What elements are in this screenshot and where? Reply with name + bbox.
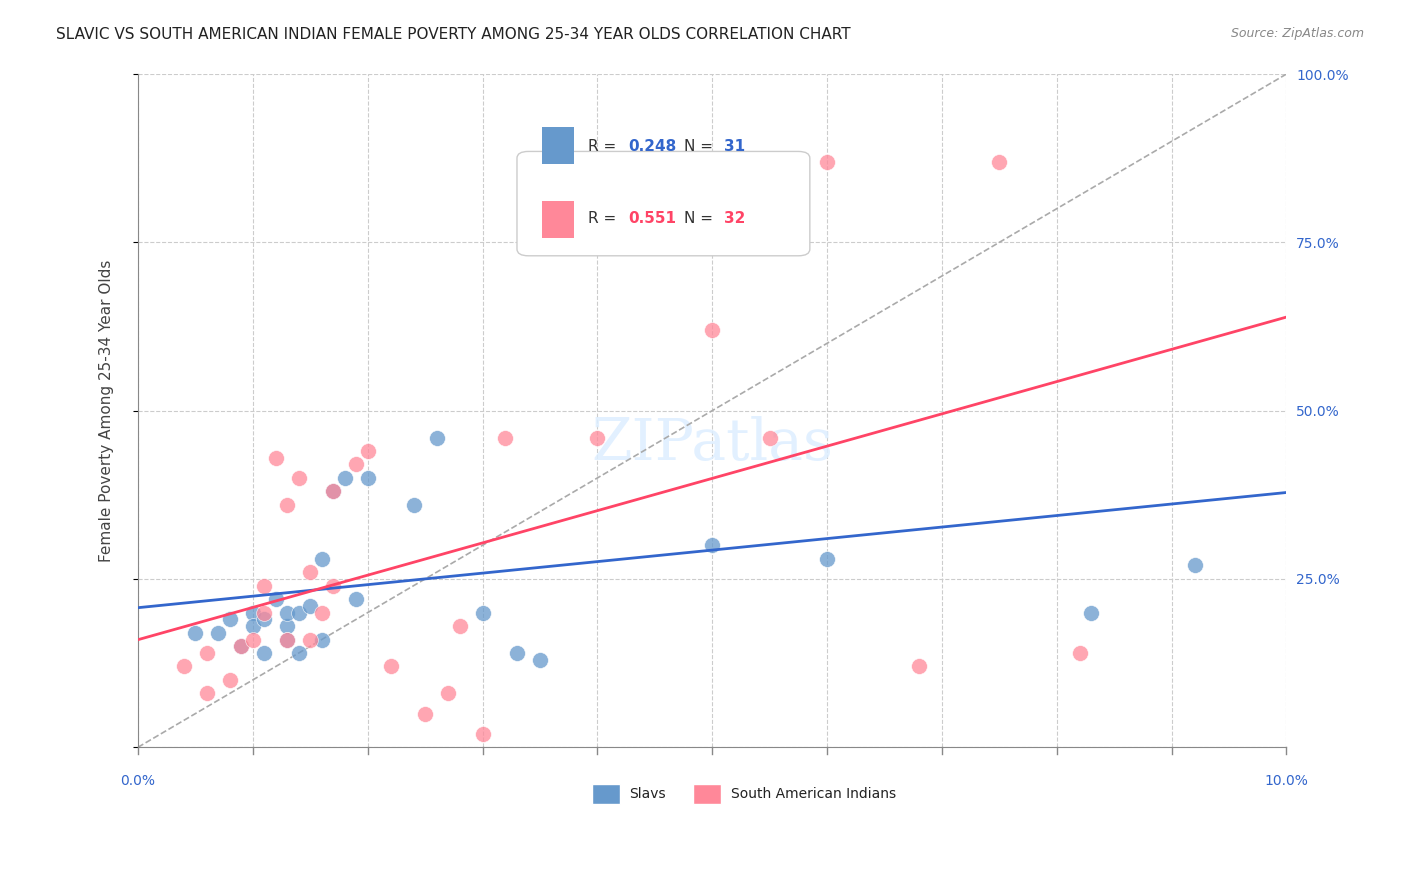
Point — [506, 646, 529, 660]
Point — [173, 659, 195, 673]
FancyBboxPatch shape — [543, 127, 575, 163]
Point — [311, 606, 333, 620]
Text: Slavs: Slavs — [630, 788, 666, 801]
FancyBboxPatch shape — [517, 152, 810, 256]
FancyBboxPatch shape — [693, 784, 721, 805]
Point — [357, 471, 380, 485]
Point — [1069, 646, 1091, 660]
Point — [276, 606, 298, 620]
Point — [322, 484, 344, 499]
Text: 31: 31 — [724, 138, 745, 153]
Point — [253, 612, 276, 626]
Text: South American Indians: South American Indians — [731, 788, 896, 801]
Point — [231, 640, 253, 654]
Point — [264, 592, 287, 607]
Point — [1080, 606, 1102, 620]
Point — [344, 592, 367, 607]
Y-axis label: Female Poverty Among 25-34 Year Olds: Female Poverty Among 25-34 Year Olds — [100, 260, 114, 562]
Point — [253, 579, 276, 593]
Text: 0.248: 0.248 — [628, 138, 676, 153]
Point — [495, 431, 517, 445]
Point — [276, 632, 298, 647]
Point — [218, 673, 240, 687]
Text: R =: R = — [588, 138, 621, 153]
Point — [357, 444, 380, 458]
Point — [264, 450, 287, 465]
Point — [253, 646, 276, 660]
Point — [299, 565, 322, 579]
Point — [276, 619, 298, 633]
Point — [471, 727, 494, 741]
Point — [184, 625, 207, 640]
Point — [815, 154, 838, 169]
Point — [231, 640, 253, 654]
Point — [195, 646, 218, 660]
Point — [322, 484, 344, 499]
Point — [988, 154, 1011, 169]
Point — [758, 431, 780, 445]
Text: 32: 32 — [724, 211, 745, 227]
Point — [702, 323, 724, 337]
Point — [908, 659, 931, 673]
Point — [402, 498, 425, 512]
Point — [276, 498, 298, 512]
Point — [242, 619, 264, 633]
Point — [311, 551, 333, 566]
Point — [702, 538, 724, 552]
Point — [195, 686, 218, 700]
Point — [586, 431, 609, 445]
Point — [207, 625, 229, 640]
Point — [287, 471, 309, 485]
Text: 0.551: 0.551 — [628, 211, 676, 227]
Point — [655, 181, 678, 195]
Point — [529, 653, 551, 667]
Point — [426, 431, 449, 445]
Text: N =: N = — [683, 211, 717, 227]
Point — [413, 706, 436, 721]
Text: R =: R = — [588, 211, 621, 227]
Point — [380, 659, 402, 673]
FancyBboxPatch shape — [543, 201, 575, 237]
Point — [815, 551, 838, 566]
Text: Source: ZipAtlas.com: Source: ZipAtlas.com — [1230, 27, 1364, 40]
Point — [242, 632, 264, 647]
Point — [344, 458, 367, 472]
Text: N =: N = — [683, 138, 717, 153]
Point — [299, 632, 322, 647]
Point — [253, 606, 276, 620]
FancyBboxPatch shape — [592, 784, 620, 805]
Text: 10.0%: 10.0% — [1264, 774, 1309, 789]
Point — [287, 606, 309, 620]
Point — [218, 612, 240, 626]
Point — [449, 619, 471, 633]
Text: 0.0%: 0.0% — [121, 774, 156, 789]
Text: ZIPatlas: ZIPatlas — [591, 417, 834, 472]
Point — [471, 606, 494, 620]
Point — [287, 646, 309, 660]
Point — [322, 579, 344, 593]
Point — [333, 471, 356, 485]
Point — [311, 632, 333, 647]
Point — [299, 599, 322, 613]
Text: SLAVIC VS SOUTH AMERICAN INDIAN FEMALE POVERTY AMONG 25-34 YEAR OLDS CORRELATION: SLAVIC VS SOUTH AMERICAN INDIAN FEMALE P… — [56, 27, 851, 42]
Point — [242, 606, 264, 620]
Point — [437, 686, 460, 700]
Point — [1184, 558, 1206, 573]
Point — [276, 632, 298, 647]
